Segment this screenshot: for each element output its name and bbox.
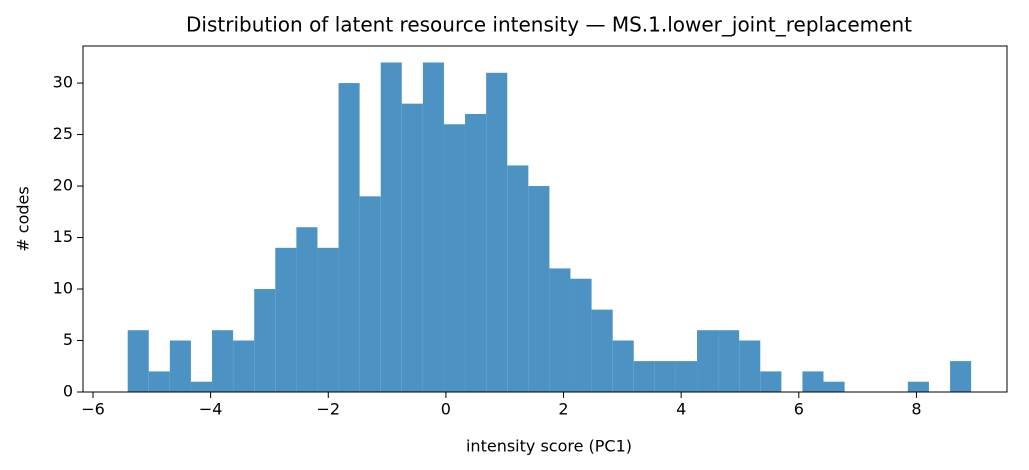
bar (760, 371, 782, 392)
bar (212, 330, 234, 392)
bar (570, 278, 592, 392)
bar (486, 72, 508, 393)
y-tick-label: 30 (53, 73, 73, 92)
y-axis-label: # codes (14, 186, 33, 251)
bar (338, 83, 360, 393)
x-tick-label: 8 (911, 400, 921, 419)
bar (591, 309, 613, 392)
bar (465, 113, 487, 392)
bar (507, 165, 529, 392)
bar (549, 268, 571, 392)
chart-title: Distribution of latent resource intensit… (186, 13, 912, 37)
x-tick-label: 6 (794, 400, 804, 419)
y-tick-label: 0 (63, 382, 73, 401)
bar (675, 361, 698, 392)
x-tick-label: −2 (316, 400, 340, 419)
bar (612, 340, 634, 392)
bar (422, 62, 444, 392)
bar (233, 340, 255, 392)
x-tick-label: 2 (558, 400, 568, 419)
bar (148, 371, 170, 392)
bar (802, 371, 824, 392)
bar (359, 196, 381, 392)
x-tick-label: −4 (199, 400, 223, 419)
bar (718, 330, 740, 392)
plot-frame (82, 45, 1008, 393)
bar (697, 330, 719, 392)
bar (401, 103, 423, 393)
y-tick-label: 20 (53, 176, 73, 195)
bar (654, 361, 676, 392)
bar (127, 330, 149, 392)
bar (190, 381, 213, 392)
y-tick-label: 25 (53, 124, 73, 143)
bar (443, 124, 466, 392)
bar (169, 340, 191, 392)
x-axis-label: intensity score (PC1) (466, 437, 632, 456)
bar (739, 340, 761, 392)
y-tick-label: 15 (53, 227, 73, 246)
bar (317, 247, 339, 392)
bar (633, 361, 655, 392)
bar (823, 381, 845, 392)
x-tick-label: 4 (676, 400, 686, 419)
x-tick-label: −6 (81, 400, 105, 419)
bar (950, 361, 972, 392)
x-tick-label: 0 (441, 400, 451, 419)
bar (275, 247, 297, 392)
y-tick-label: 5 (63, 330, 73, 349)
bar (380, 62, 402, 392)
bar (254, 289, 276, 392)
bar (907, 381, 929, 392)
bar (296, 227, 318, 392)
y-tick-label: 10 (53, 279, 73, 298)
bar (528, 186, 550, 392)
